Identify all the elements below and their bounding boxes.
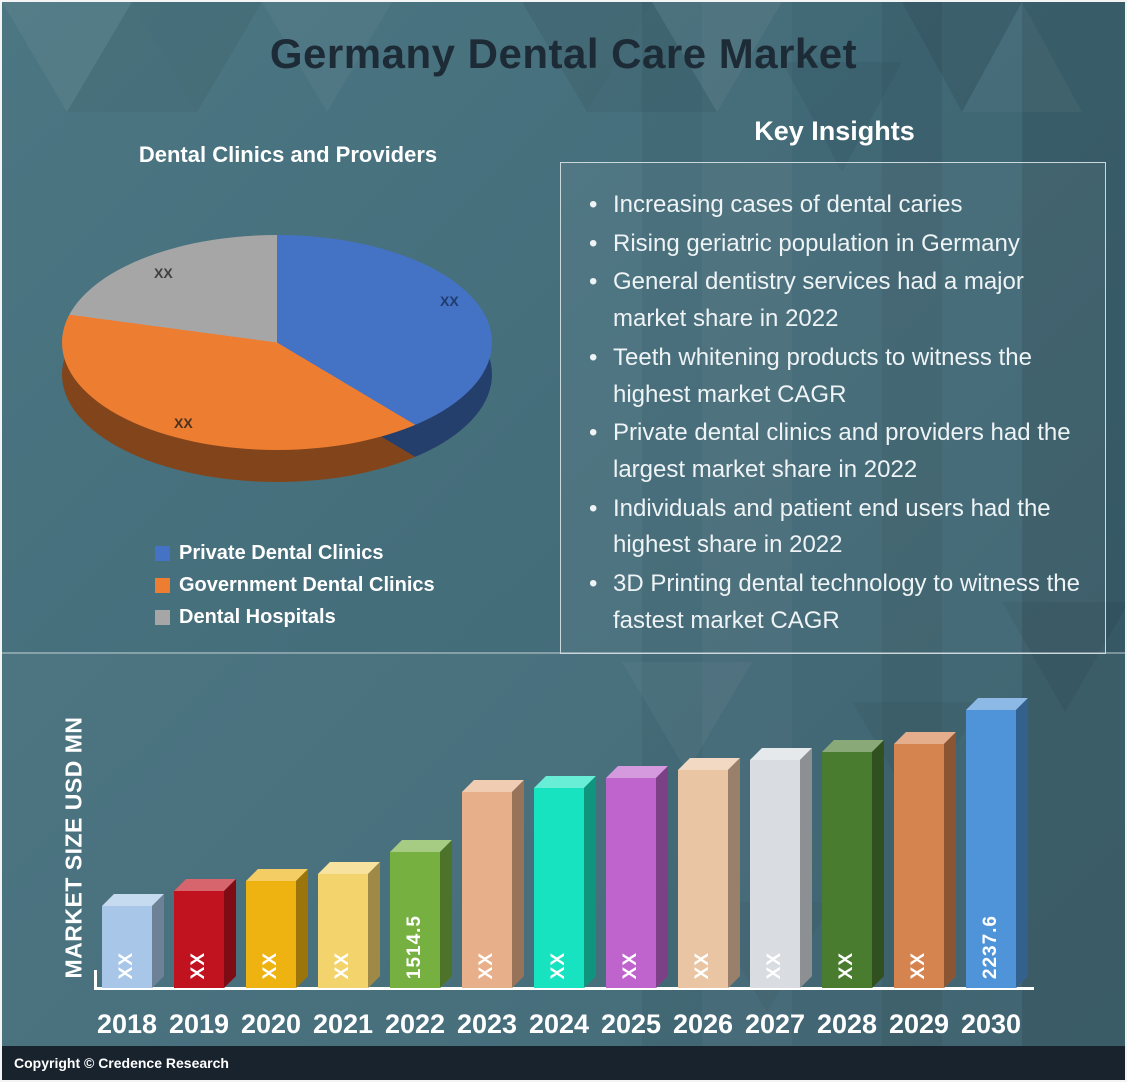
legend-label: Dental Hospitals <box>179 606 336 628</box>
legend-swatch-blue <box>155 546 170 561</box>
page-title: Germany Dental Care Market <box>269 30 858 77</box>
bar-value-label: XX <box>692 951 713 979</box>
x-axis-tick <box>94 970 97 990</box>
bar-value-label: XX <box>332 951 353 979</box>
copyright-text: Copyright © Credence Research <box>14 1055 229 1071</box>
key-insights-title: Key Insights <box>754 116 915 146</box>
key-insights-list: Increasing cases of dental caries Rising… <box>587 187 1087 640</box>
year-label-2023: 2023 <box>456 1009 518 1039</box>
bar-2018: XX <box>102 906 152 988</box>
pie-chart-title: Dental Clinics and Providers <box>138 142 438 167</box>
bar-2023: XX <box>462 792 512 988</box>
pie-value-government-dental-clinics: XX <box>174 415 193 431</box>
year-label-2026: 2026 <box>672 1009 734 1039</box>
year-label-2027: 2027 <box>744 1009 806 1039</box>
bar-2019: XX <box>174 891 224 988</box>
bar-value-label: XX <box>188 951 209 979</box>
bar-value-label: XX <box>908 951 929 979</box>
bar-2021: XX <box>318 874 368 988</box>
bar-value-label: XX <box>836 951 857 979</box>
year-label-2020: 2020 <box>240 1009 302 1039</box>
bar-2028: XX <box>822 752 872 988</box>
bar-value-label: XX <box>620 951 641 979</box>
bar-value-label: XX <box>764 951 785 979</box>
year-label-2019: 2019 <box>168 1009 230 1039</box>
bar-chart-y-axis-label: MARKET SIZE USD MN <box>60 716 87 979</box>
bar-2029: XX <box>894 744 944 988</box>
year-label-2018: 2018 <box>96 1009 158 1039</box>
insight-item: Private dental clinics and providers had… <box>587 415 1087 488</box>
x-axis-line <box>94 987 1034 990</box>
insight-item: Teeth whitening products to witness the … <box>587 340 1087 413</box>
bar-value-label: XX <box>476 951 497 979</box>
legend-swatch-orange <box>155 578 170 593</box>
insight-item: General dentistry services had a major m… <box>587 264 1087 337</box>
x-axis-labels: 2018 2019 2020 2021 2022 2023 2024 2025 … <box>91 1009 1027 1040</box>
year-label-2029: 2029 <box>888 1009 950 1039</box>
legend-label: Private Dental Clinics <box>179 542 384 564</box>
bar-2030: 2237.6 <box>966 710 1016 988</box>
pie-chart-surface <box>62 235 492 450</box>
bar-value-label: XX <box>260 951 281 979</box>
legend-item-private-dental-clinics: Private Dental Clinics <box>155 542 435 565</box>
insight-item: Individuals and patient end users had th… <box>587 491 1087 564</box>
year-label-2025: 2025 <box>600 1009 662 1039</box>
legend-swatch-gray <box>155 610 170 625</box>
legend-item-dental-hospitals: Dental Hospitals <box>155 606 435 629</box>
bar-2027: XX <box>750 760 800 988</box>
bar-value-label: XX <box>116 951 137 979</box>
pie-value-private-dental-clinics: XX <box>440 293 459 309</box>
legend-label: Government Dental Clinics <box>179 574 435 596</box>
bar-value-label: 2237.6 <box>980 914 1001 979</box>
insight-item: Rising geriatric population in Germany <box>587 226 1087 263</box>
insight-item: 3D Printing dental technology to witness… <box>587 566 1087 639</box>
footer-bar: Copyright © Credence Research <box>2 1046 1125 1080</box>
pie-chart: XX XX XX <box>62 235 492 497</box>
year-label-2024: 2024 <box>528 1009 590 1039</box>
legend-item-government-dental-clinics: Government Dental Clinics <box>155 574 435 597</box>
bar-2024: XX <box>534 788 584 988</box>
year-label-2021: 2021 <box>312 1009 374 1039</box>
pie-legend: Private Dental Clinics Government Dental… <box>155 542 435 638</box>
year-label-2030: 2030 <box>960 1009 1022 1039</box>
bar-2026: XX <box>678 770 728 988</box>
bar-value-label: 1514.5 <box>404 914 425 979</box>
bar-2022: 1514.5 <box>390 852 440 988</box>
insight-item: Increasing cases of dental caries <box>587 187 1087 224</box>
bar-chart: XX XX XX XX 1514.5 XX XX XX XX XX XX <box>102 710 1016 988</box>
bar-value-label: XX <box>548 951 569 979</box>
bar-2025: XX <box>606 778 656 988</box>
bar-2020: XX <box>246 881 296 988</box>
year-label-2028: 2028 <box>816 1009 878 1039</box>
year-label-2022: 2022 <box>384 1009 446 1039</box>
pie-value-dental-hospitals: XX <box>154 265 173 281</box>
key-insights-box: Increasing cases of dental caries Rising… <box>560 162 1106 654</box>
